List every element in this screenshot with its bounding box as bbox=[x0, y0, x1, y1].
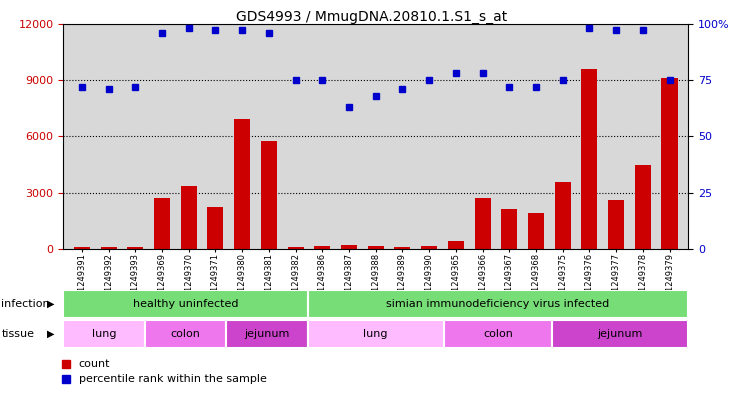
Bar bbox=[63, 320, 145, 348]
Bar bbox=[555, 182, 571, 249]
Bar bbox=[661, 78, 678, 249]
Bar bbox=[528, 213, 544, 249]
Bar bbox=[208, 207, 223, 249]
Bar bbox=[394, 247, 411, 249]
Text: colon: colon bbox=[483, 329, 513, 339]
Text: jejunum: jejunum bbox=[244, 329, 289, 339]
Bar bbox=[261, 141, 277, 249]
Text: infection: infection bbox=[1, 299, 50, 309]
Bar bbox=[100, 247, 117, 249]
Bar bbox=[448, 241, 464, 249]
Bar bbox=[234, 119, 250, 249]
Bar bbox=[635, 165, 651, 249]
Text: jejunum: jejunum bbox=[597, 329, 643, 339]
Text: colon: colon bbox=[170, 329, 200, 339]
Bar bbox=[608, 200, 624, 249]
Text: healthy uninfected: healthy uninfected bbox=[132, 299, 238, 309]
Bar bbox=[501, 209, 517, 249]
Bar bbox=[154, 198, 170, 249]
Bar bbox=[421, 246, 437, 249]
Bar bbox=[581, 69, 597, 249]
Text: ▶: ▶ bbox=[47, 329, 54, 339]
Bar bbox=[341, 245, 357, 249]
Bar bbox=[74, 247, 90, 249]
Text: simian immunodeficiency virus infected: simian immunodeficiency virus infected bbox=[386, 299, 609, 309]
Bar bbox=[443, 320, 552, 348]
Bar bbox=[63, 290, 308, 318]
Text: GDS4993 / MmugDNA.20810.1.S1_s_at: GDS4993 / MmugDNA.20810.1.S1_s_at bbox=[237, 10, 507, 24]
Bar bbox=[552, 320, 688, 348]
Bar bbox=[226, 320, 308, 348]
Text: count: count bbox=[79, 358, 110, 369]
Bar bbox=[308, 290, 688, 318]
Text: tissue: tissue bbox=[1, 329, 34, 339]
Text: ▶: ▶ bbox=[47, 299, 54, 309]
Text: percentile rank within the sample: percentile rank within the sample bbox=[79, 374, 267, 384]
Bar bbox=[368, 246, 384, 249]
Bar bbox=[475, 198, 490, 249]
Text: lung: lung bbox=[364, 329, 388, 339]
Text: lung: lung bbox=[92, 329, 116, 339]
Bar bbox=[145, 320, 226, 348]
Bar bbox=[127, 246, 144, 249]
Bar bbox=[288, 246, 304, 249]
Bar bbox=[314, 246, 330, 249]
Bar bbox=[181, 186, 196, 249]
Bar bbox=[308, 320, 443, 348]
